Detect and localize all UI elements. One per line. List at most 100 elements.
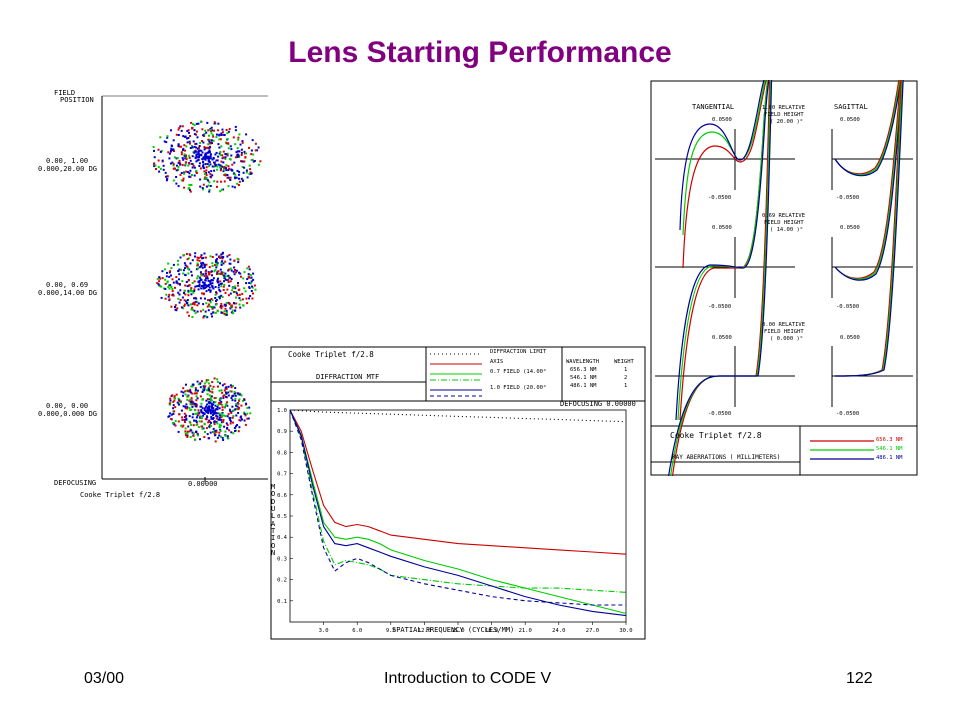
spot-dot [224, 173, 227, 176]
spot-dot [182, 158, 185, 161]
spot-dot [238, 426, 241, 429]
spot-dot [218, 297, 221, 300]
spot-dot [214, 434, 217, 437]
spot-dot [243, 166, 246, 169]
spot-dot [238, 406, 240, 409]
spot-dot [171, 290, 174, 293]
spot-dot [185, 300, 187, 303]
spot-dot [213, 306, 216, 309]
spot-dot [186, 436, 189, 438]
spot-dot [249, 412, 252, 415]
spot-dot [201, 140, 204, 142]
spot-dot [210, 415, 213, 418]
spot-dot [229, 420, 232, 423]
spot-dot [197, 302, 200, 305]
spot-dot [233, 186, 236, 189]
spot-dot [183, 304, 186, 307]
spot-dot [226, 137, 229, 140]
ray-sag-tick-bottom-2: -0.0500 [836, 304, 860, 310]
spot-dot [223, 425, 226, 428]
mtf-wt-2: 1 [624, 383, 628, 389]
spot-dot [178, 268, 181, 271]
spot-dot [203, 436, 206, 438]
spot-dot [173, 156, 176, 159]
spot-dot [166, 178, 169, 180]
spot-dot [241, 180, 244, 182]
spot-dot [234, 125, 237, 128]
spot-dot [205, 427, 208, 430]
spot-dot [207, 184, 210, 187]
spot-dot [193, 145, 196, 148]
spot-dot [208, 134, 210, 137]
spot-dot [178, 273, 181, 276]
spot-dot [217, 286, 220, 289]
spot-dot [228, 254, 231, 256]
spot-dot [180, 401, 182, 404]
spot-dot [179, 289, 182, 292]
spot-dot [220, 282, 223, 285]
spot-dot [217, 385, 219, 388]
spot-dot [224, 157, 227, 160]
spot-dot [190, 397, 193, 400]
spot-dot [216, 262, 219, 265]
spot-dot [207, 171, 210, 174]
mtf-xlabel: SPATIAL FREQUENCY (CYCLES/MM) [392, 626, 515, 634]
spot-dot [201, 425, 204, 428]
spot-dot [209, 173, 212, 175]
spot-dot [193, 301, 196, 304]
spot-dot [184, 293, 187, 296]
spot-dot [204, 286, 207, 289]
spot-dot [183, 172, 186, 175]
spot-dot [230, 386, 233, 389]
spot-dot [177, 420, 180, 423]
spot-dot [202, 161, 205, 163]
spot-dot [222, 285, 225, 288]
spot-dot [197, 426, 200, 429]
spot-dot [197, 257, 200, 259]
spot-dot [215, 253, 218, 256]
ray-sagittal-label: SAGITTAL [834, 103, 868, 111]
spot-dot [177, 128, 180, 131]
spot-dot [207, 303, 210, 306]
spot-dot [210, 126, 213, 129]
spot-dot [170, 413, 173, 416]
spot-dot [224, 174, 227, 177]
spot-dot [180, 172, 183, 174]
spot-dot [170, 305, 173, 308]
mtf-x-tick-label: 3.0 [319, 628, 329, 634]
spot-dot [222, 168, 225, 171]
spot-dot [192, 123, 195, 125]
spot-dot [218, 138, 221, 141]
spot-dot [227, 169, 230, 172]
spot-dot [185, 403, 188, 406]
spot-dot [167, 415, 170, 418]
spot-dot [237, 261, 240, 264]
spot-dot [220, 180, 223, 183]
spot-dot [197, 150, 200, 153]
spot-dot [217, 403, 220, 406]
spot-dot [202, 156, 205, 159]
spot-dot [203, 133, 206, 135]
spot-dot [184, 163, 187, 166]
spot-dot [191, 392, 194, 395]
spot-dot [217, 295, 220, 298]
spot-dot [199, 395, 202, 398]
spot-field-3-line2: 0.000,0.000 DG [38, 410, 98, 418]
spot-dot [219, 430, 222, 432]
spot-dot [204, 431, 206, 433]
spot-dot [204, 176, 207, 179]
spot-dot [239, 419, 242, 422]
spot-dot [208, 386, 211, 389]
spot-dot [202, 286, 205, 288]
spot-dot [194, 412, 197, 415]
spot-dot [215, 159, 218, 162]
spot-dot [207, 412, 210, 415]
spot-dot [243, 412, 246, 415]
spot-dot [240, 160, 242, 163]
spot-dot [214, 396, 217, 399]
spot-dot [186, 407, 188, 410]
spot-dot [222, 289, 225, 291]
spot-dot [204, 410, 207, 412]
spot-dot [202, 303, 205, 306]
spot-dot [195, 160, 198, 163]
